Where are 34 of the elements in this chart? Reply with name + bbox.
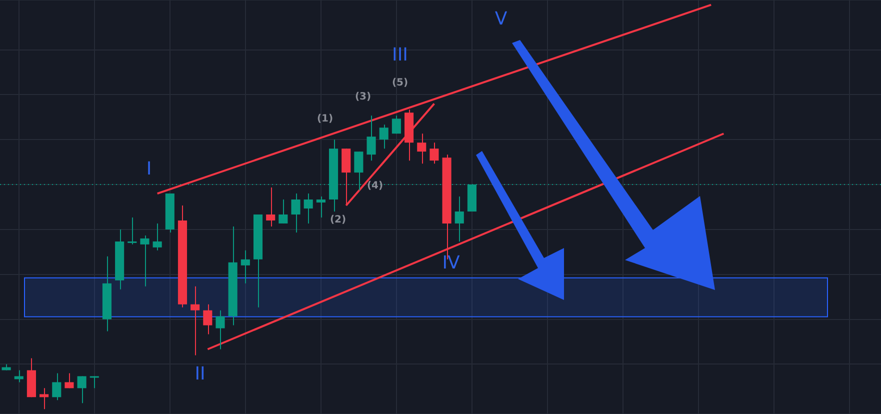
candlestick — [90, 376, 99, 389]
candlestick — [64, 372, 74, 389]
candlestick — [392, 115, 401, 134]
candlestick — [454, 196, 464, 242]
candlestick — [203, 304, 212, 335]
candlestick — [379, 124, 388, 150]
candlestick — [152, 222, 162, 251]
candlestick — [128, 216, 137, 245]
candlestick — [417, 133, 426, 164]
candlestick — [40, 388, 49, 410]
candlestick — [140, 234, 150, 287]
annotation: I — [146, 158, 152, 180]
candlestick — [291, 193, 300, 233]
candlestick — [216, 310, 225, 350]
candlestick — [266, 187, 276, 227]
annotation: IV — [442, 252, 460, 274]
text: III — [392, 44, 408, 66]
candlestick — [366, 115, 376, 162]
annotation: (1) — [316, 114, 334, 125]
annotation: II — [194, 364, 206, 385]
annotation: (4) — [366, 180, 384, 192]
text: V — [494, 8, 508, 30]
annotation: (2) — [330, 214, 346, 226]
candlestick — [77, 376, 86, 404]
candlestick — [316, 196, 326, 218]
text: (5) — [392, 78, 408, 89]
candlestick — [240, 250, 250, 284]
candlestick — [190, 286, 200, 356]
text: (3) — [354, 92, 372, 103]
candlestick — [52, 372, 62, 401]
candlestick — [278, 199, 288, 224]
candlestick — [14, 370, 24, 383]
candlestick — [430, 142, 439, 164]
candlestick — [304, 193, 313, 224]
